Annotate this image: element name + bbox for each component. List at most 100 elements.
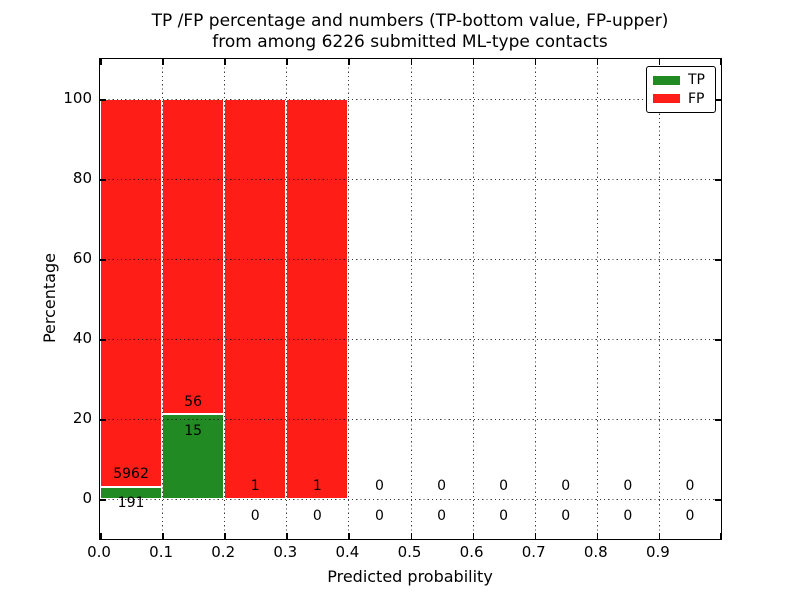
x-tick-mark <box>658 59 661 65</box>
x-tick-label: 0.4 <box>335 543 360 561</box>
legend-entry: TP <box>653 73 710 87</box>
y-tick-mark <box>100 259 106 261</box>
fp-bar-segment <box>286 99 349 499</box>
y-tick-label: 40 <box>72 329 92 347</box>
x-tick-mark <box>719 59 721 65</box>
y-tick-label: 60 <box>72 249 92 267</box>
x-tick-label: 0.0 <box>87 543 111 561</box>
fp-count-label: 5962 <box>113 465 149 482</box>
x-tick-mark <box>162 59 164 65</box>
x-tick-mark <box>596 533 599 539</box>
x-tick-mark <box>658 533 661 539</box>
x-tick-mark <box>100 59 102 65</box>
gridline-horizontal <box>100 419 721 420</box>
x-tick-mark <box>596 59 599 65</box>
x-tick-label: 0.7 <box>521 543 546 561</box>
y-tick-mark <box>100 99 106 101</box>
tp-bar-segment <box>162 414 225 499</box>
tp-bar-segment <box>100 486 163 499</box>
fp-count-label: 0 <box>561 478 571 495</box>
fp-bar-segment <box>224 99 287 499</box>
fp-count-label: 0 <box>499 478 509 495</box>
x-tick-mark <box>410 59 412 65</box>
x-tick-mark <box>534 533 537 539</box>
y-axis-label: Percentage <box>40 253 59 344</box>
x-tick-label: 0.5 <box>397 543 422 561</box>
tp-count-label: 0 <box>374 507 384 524</box>
x-tick-label: 0.3 <box>273 543 298 561</box>
x-tick-label: 0.1 <box>149 543 174 561</box>
fp-legend-swatch <box>653 94 680 104</box>
tp-count-label: 0 <box>685 507 695 524</box>
fp-count-label: 56 <box>184 393 203 410</box>
x-tick-label: 0.6 <box>459 543 484 561</box>
y-tick-mark <box>715 259 721 261</box>
x-tick-mark <box>348 533 350 539</box>
x-axis-label: Predicted probability <box>327 567 493 586</box>
x-tick-mark <box>224 533 226 539</box>
y-tick-mark <box>715 339 721 341</box>
tp-count-label: 15 <box>184 423 203 440</box>
gridline-vertical <box>534 59 536 539</box>
tp-count-label: 0 <box>250 507 260 524</box>
x-tick-label: 0.2 <box>211 543 236 561</box>
gridline-vertical <box>410 59 412 539</box>
gridline-horizontal <box>100 99 721 100</box>
x-tick-mark <box>286 533 288 539</box>
gridline-vertical <box>286 59 288 539</box>
gridline-vertical <box>224 59 226 539</box>
gridline-vertical <box>348 59 350 539</box>
y-tick-mark <box>100 499 106 501</box>
y-tick-label: 100 <box>63 89 92 107</box>
y-tick-mark <box>715 99 721 101</box>
x-tick-label: 0.9 <box>645 543 670 561</box>
y-tick-label: 20 <box>72 409 92 427</box>
legend-entry-label: TP <box>688 72 705 89</box>
y-tick-label: 0 <box>82 489 92 507</box>
tp-count-label: 0 <box>623 507 633 524</box>
x-tick-mark <box>410 533 412 539</box>
fp-bar-segment <box>162 99 225 415</box>
chart-title-line2: from among 6226 submitted ML-type contac… <box>212 32 608 52</box>
gridline-horizontal <box>100 499 721 500</box>
x-tick-mark <box>224 59 226 65</box>
chart-title: TP /FP percentage and numbers (TP-bottom… <box>99 11 721 53</box>
fp-count-label: 0 <box>685 478 695 495</box>
tp-count-label: 0 <box>312 507 322 524</box>
gridline-horizontal <box>100 259 721 260</box>
gridline-vertical <box>472 59 474 539</box>
y-tick-mark <box>100 339 106 341</box>
fp-count-label: 0 <box>374 478 384 495</box>
gridline-vertical <box>596 59 598 539</box>
fp-count-label: 1 <box>250 478 260 495</box>
x-tick-mark <box>286 59 288 65</box>
y-tick-mark <box>715 419 721 421</box>
tp-count-label: 0 <box>499 507 509 524</box>
fp-count-label: 0 <box>437 478 447 495</box>
y-tick-mark <box>100 179 106 181</box>
y-tick-mark <box>715 499 721 501</box>
x-tick-mark <box>472 533 475 539</box>
x-tick-mark <box>100 533 102 539</box>
x-tick-mark <box>162 533 164 539</box>
plot-area: 5962 191 56 15 1 0 1 0 0 0 0 0 0 0 0 0 0 0 0 0 <box>99 58 722 540</box>
gridline-vertical <box>658 59 660 539</box>
x-tick-mark <box>534 59 537 65</box>
x-tick-mark <box>472 59 475 65</box>
tp-count-label: 191 <box>117 495 145 512</box>
x-tick-mark <box>719 533 721 539</box>
fp-bar-segment <box>100 99 163 487</box>
tp-count-label: 0 <box>437 507 447 524</box>
chart-title-line1: TP /FP percentage and numbers (TP-bottom… <box>151 11 669 31</box>
y-tick-mark <box>715 179 721 181</box>
gridline-horizontal <box>100 179 721 180</box>
x-tick-label: 0.8 <box>583 543 608 561</box>
y-tick-mark <box>100 419 106 421</box>
gridline-horizontal <box>100 339 721 340</box>
fp-count-label: 0 <box>623 478 633 495</box>
legend-entry-label: FP <box>688 90 705 107</box>
y-tick-label: 80 <box>72 169 92 187</box>
legend: TP FP <box>646 66 716 113</box>
x-tick-mark <box>348 59 350 65</box>
tp-legend-swatch <box>653 75 680 85</box>
